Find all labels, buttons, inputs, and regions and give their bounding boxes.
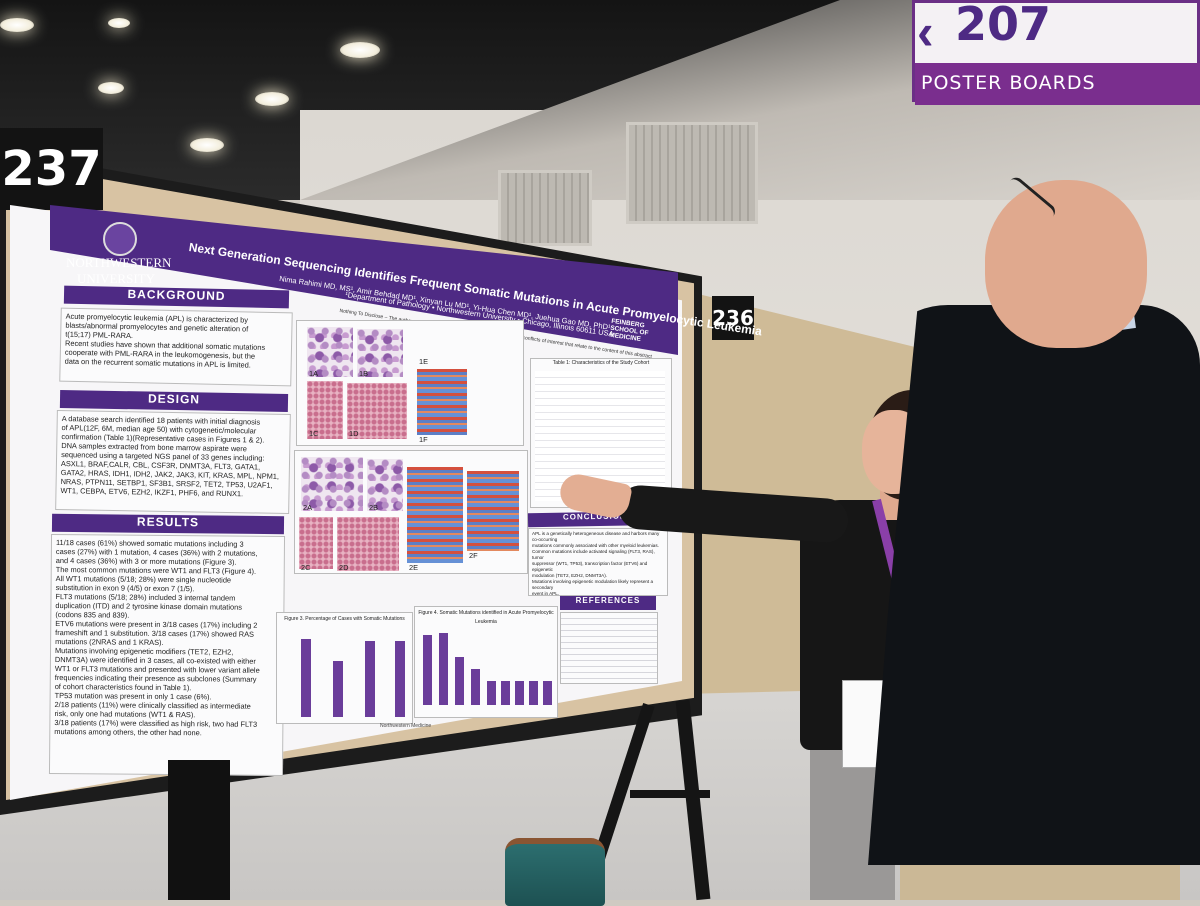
figure-4-chart: Figure 4. Somatic Mutations identified i… bbox=[414, 606, 558, 718]
poster-text-line: APL is a genetically heterogeneous disea… bbox=[532, 531, 660, 542]
tissue-image bbox=[299, 517, 333, 569]
chart-bar bbox=[395, 641, 405, 717]
poster-text-line: mutations commonly associated with other… bbox=[532, 543, 659, 548]
poster-text-line: Common mutations include activated signa… bbox=[532, 549, 655, 560]
sequencing-image bbox=[417, 369, 467, 435]
figure-label: 2D bbox=[339, 563, 349, 572]
figure-label: 2A bbox=[303, 503, 313, 512]
poster-text-line: Mutations involving epigenetic modulatio… bbox=[532, 579, 654, 590]
sequencing-image bbox=[407, 467, 463, 563]
figure-label: 1B bbox=[359, 369, 369, 378]
results-text: 11/18 cases (61%) showed somatic mutatio… bbox=[50, 535, 284, 741]
ceiling-light bbox=[340, 42, 380, 58]
figure-label: 1E bbox=[419, 357, 429, 366]
references-heading: REFERENCES bbox=[560, 596, 656, 610]
chart-bar bbox=[471, 669, 480, 705]
chart-bar bbox=[529, 681, 538, 705]
chart-bar bbox=[515, 681, 524, 705]
passerby-legs bbox=[168, 760, 230, 900]
ceiling-light bbox=[0, 18, 34, 32]
ceiling-light bbox=[108, 18, 130, 28]
chart-bar bbox=[423, 635, 432, 705]
figure-label: 1A bbox=[309, 369, 319, 378]
figure-3-chart: Figure 3. Percentage of Cases with Somat… bbox=[276, 612, 413, 724]
ceiling-light bbox=[98, 82, 124, 94]
figure-label: 1C bbox=[309, 429, 319, 438]
conclusions-text: APL is a genetically heterogeneous disea… bbox=[529, 529, 667, 596]
conclusions-box: APL is a genetically heterogeneous disea… bbox=[528, 528, 668, 596]
micrograph-image bbox=[357, 329, 403, 377]
design-box: A database search identified 18 patients… bbox=[55, 409, 291, 515]
poster-text-line: modulation (TET2, EZH2, DNMT3A). bbox=[532, 573, 608, 578]
poster-boards-sign: ‹ 207 POSTER BOARDS bbox=[912, 0, 1200, 105]
chart-bar bbox=[543, 681, 552, 705]
background-text: Acute promyelocytic leukemia (APL) is ch… bbox=[61, 309, 292, 374]
chart-bar bbox=[333, 661, 343, 717]
results-heading: RESULTS bbox=[51, 513, 285, 535]
sequencing-image bbox=[467, 471, 519, 551]
poster-footer: Northwestern Medicine bbox=[380, 723, 432, 729]
visitor-jacket bbox=[868, 305, 1200, 865]
design-text: A database search identified 18 patients… bbox=[56, 411, 289, 502]
micrograph-image bbox=[301, 457, 363, 511]
board-number-236: 236 bbox=[712, 296, 754, 340]
chevron-left-icon: ‹ bbox=[917, 4, 934, 60]
chart-bar bbox=[455, 657, 464, 705]
university-logo: NORTHWESTERN UNIVERSITY bbox=[66, 255, 172, 286]
wall-vent bbox=[498, 170, 592, 246]
figure-4-title: Figure 4. Somatic Mutations identified i… bbox=[418, 610, 554, 625]
visitor-head bbox=[985, 180, 1147, 348]
poster-text-line: suppressor (WT1, TP53), transcription fa… bbox=[532, 561, 648, 572]
figure-label: 2C bbox=[301, 563, 311, 572]
handbag bbox=[505, 838, 605, 906]
university-seal-icon bbox=[103, 222, 137, 256]
background-box: Acute promyelocytic leukemia (APL) is ch… bbox=[59, 307, 293, 387]
tissue-image bbox=[337, 517, 399, 571]
sign-number: 207 bbox=[955, 0, 1052, 51]
sign-label: POSTER BOARDS bbox=[915, 63, 1200, 105]
chart-bar bbox=[301, 639, 311, 717]
figure-label: 1F bbox=[419, 435, 428, 444]
ceiling-light bbox=[255, 92, 289, 106]
figure-label: 2E bbox=[409, 563, 419, 572]
tissue-image bbox=[347, 383, 407, 439]
figure-label: 1D bbox=[349, 429, 359, 438]
chart-bar bbox=[439, 633, 448, 705]
micrograph-image bbox=[307, 327, 353, 377]
references-box bbox=[560, 612, 658, 684]
results-box: 11/18 cases (61%) showed somatic mutatio… bbox=[48, 533, 286, 777]
tissue-image bbox=[307, 381, 343, 439]
figure-3-title: Figure 3. Percentage of Cases with Somat… bbox=[284, 616, 405, 622]
easel-brace bbox=[630, 790, 710, 798]
chart-bar bbox=[487, 681, 496, 705]
chart-bar bbox=[365, 641, 375, 717]
figure-label: 2F bbox=[469, 551, 478, 560]
chart-bar bbox=[501, 681, 510, 705]
wall-vent bbox=[626, 122, 758, 224]
figure-1: 1A 1B 1C 1D 1E 1F bbox=[296, 320, 524, 446]
figure-2: 2A 2B 2C 2D 2E 2F bbox=[294, 450, 528, 574]
board-number-237: 237 bbox=[0, 128, 103, 210]
ceiling-light bbox=[190, 138, 224, 152]
table-1-title: Table 1: Characteristics of the Study Co… bbox=[552, 360, 650, 366]
micrograph-image bbox=[367, 459, 403, 511]
figure-label: 2B bbox=[369, 503, 379, 512]
poster-text-line: event in APL. bbox=[532, 591, 560, 596]
